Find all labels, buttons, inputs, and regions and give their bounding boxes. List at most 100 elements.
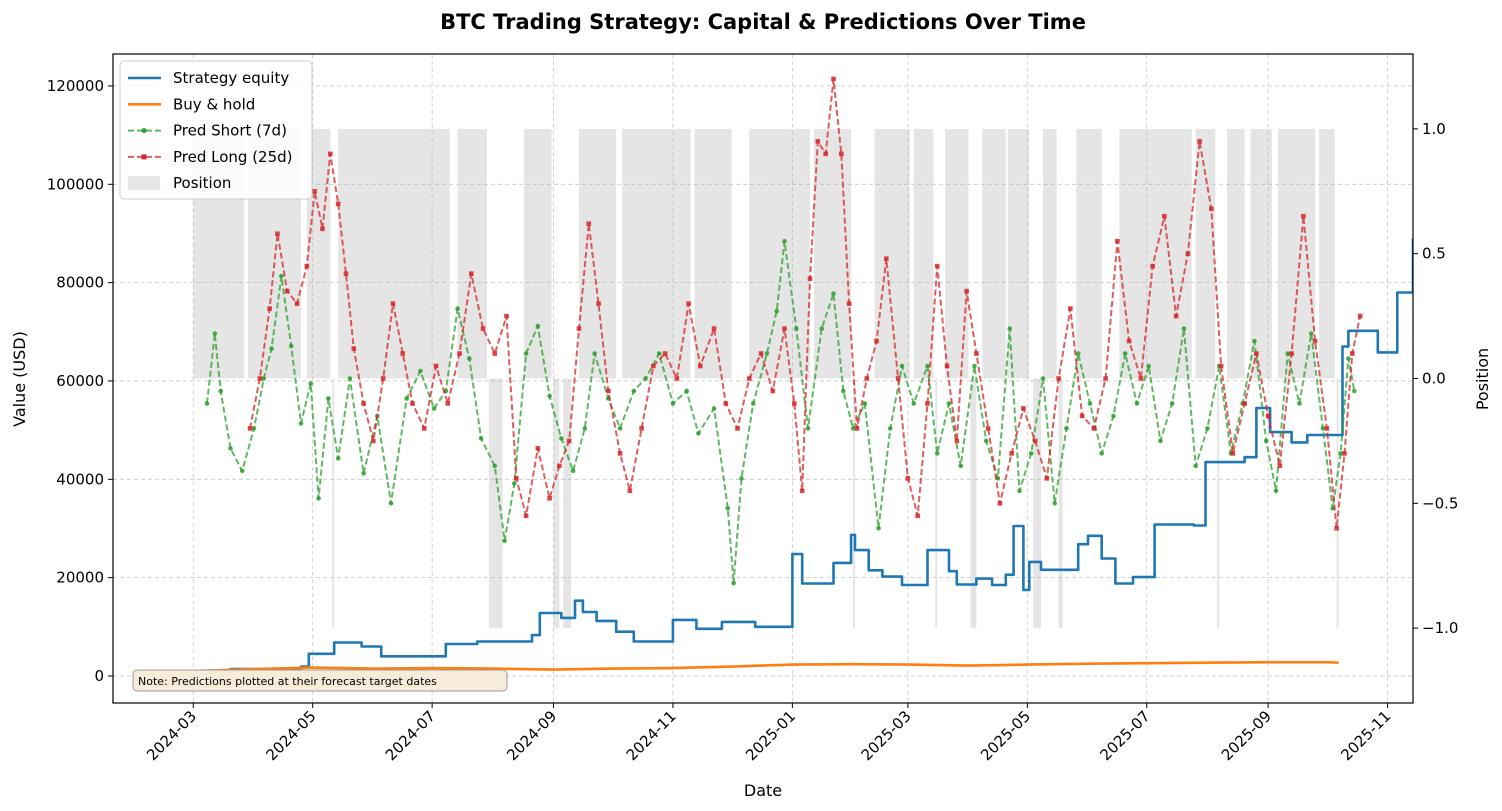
series-point	[1254, 351, 1259, 356]
x-tick-label: 2025-09	[1218, 707, 1275, 764]
series-point	[765, 351, 770, 356]
position-band	[971, 379, 977, 629]
legend-label: Pred Long (25d)	[173, 148, 293, 166]
series-point	[492, 351, 497, 356]
series-point	[671, 401, 676, 406]
series-point	[876, 526, 881, 531]
series-point	[469, 271, 474, 276]
legend-marker	[142, 128, 147, 133]
series-point	[1289, 351, 1294, 356]
position-band	[1033, 379, 1041, 629]
series-point	[839, 152, 844, 157]
series-point	[739, 476, 744, 481]
position-band	[853, 379, 855, 629]
series-point	[831, 291, 836, 296]
series-point	[998, 501, 1003, 506]
series-point	[305, 264, 310, 269]
series-point	[547, 496, 552, 501]
y-tick-label: 120000	[47, 77, 104, 95]
series-point	[502, 538, 507, 543]
series-point	[328, 152, 333, 157]
y2-tick-label: 0.0	[1422, 370, 1446, 388]
x-tick-label: 2024-05	[262, 707, 319, 764]
series-point	[947, 401, 952, 406]
series-point	[434, 364, 439, 369]
series-point	[663, 351, 668, 356]
series-point	[782, 239, 787, 244]
series-point	[925, 401, 930, 406]
y-tick-label: 100000	[47, 175, 104, 193]
series-point	[851, 426, 856, 431]
legend-label: Strategy equity	[173, 69, 289, 87]
y-tick-label: 20000	[56, 569, 104, 587]
series-point	[747, 376, 752, 381]
series-point	[884, 256, 889, 261]
series-point	[1313, 339, 1318, 344]
series-point	[410, 401, 415, 406]
series-point	[794, 326, 799, 331]
series-point	[1274, 489, 1279, 494]
series-point	[698, 364, 703, 369]
series-point	[547, 394, 552, 399]
note-text: Note: Predictions plotted at their forec…	[138, 675, 437, 688]
series-point	[1076, 351, 1081, 356]
series-point	[974, 351, 979, 356]
series-point	[964, 289, 969, 294]
x-tick-label: 2025-03	[858, 707, 915, 764]
series-point	[618, 451, 623, 456]
series-point	[344, 271, 349, 276]
series-point	[1088, 401, 1093, 406]
series-point	[1182, 326, 1187, 331]
series-point	[1041, 376, 1046, 381]
legend-label: Position	[173, 174, 231, 192]
series-point	[371, 439, 376, 444]
series-point	[512, 481, 517, 486]
series-point	[252, 426, 257, 431]
series-point	[1219, 364, 1224, 369]
series-point	[984, 439, 989, 444]
series-point	[557, 464, 562, 469]
series-point	[228, 446, 233, 451]
series-point	[712, 326, 717, 331]
series-point	[935, 451, 940, 456]
series-point	[1193, 464, 1198, 469]
series-point	[514, 476, 519, 481]
series-point	[524, 351, 529, 356]
y-tick-label: 40000	[56, 470, 104, 488]
series-point	[651, 364, 656, 369]
series-point	[606, 389, 611, 394]
legend: Strategy equityBuy & holdPred Short (7d)…	[120, 61, 312, 199]
series-point	[1352, 389, 1357, 394]
annotation-note: Note: Predictions plotted at their forec…	[133, 670, 507, 691]
x-tick-label: 2024-09	[503, 707, 560, 764]
series-point	[759, 351, 764, 356]
series-point	[1115, 239, 1120, 244]
series-point	[391, 301, 396, 306]
series-point	[1158, 439, 1163, 444]
series-point	[1009, 451, 1014, 456]
series-point	[492, 464, 497, 469]
series-point	[1127, 339, 1132, 344]
y2-tick-label: 0.5	[1422, 245, 1446, 263]
series-point	[1033, 439, 1038, 444]
series-point	[1174, 314, 1179, 319]
series-point	[422, 426, 427, 431]
series-point	[935, 264, 940, 269]
position-band	[622, 129, 691, 379]
series-point	[1150, 264, 1155, 269]
position-band	[332, 379, 334, 629]
position-band	[489, 379, 503, 629]
series-point	[888, 426, 893, 431]
series-point	[831, 77, 836, 82]
series-point	[504, 314, 509, 319]
series-point	[643, 376, 648, 381]
series-point	[639, 426, 644, 431]
series-point	[1068, 306, 1073, 311]
legend-label: Buy & hold	[173, 95, 255, 113]
series-point	[320, 226, 325, 231]
position-band	[1319, 129, 1335, 379]
series-point	[467, 356, 472, 361]
position-band	[524, 129, 551, 379]
series-point	[1056, 376, 1061, 381]
series-point	[336, 456, 341, 461]
